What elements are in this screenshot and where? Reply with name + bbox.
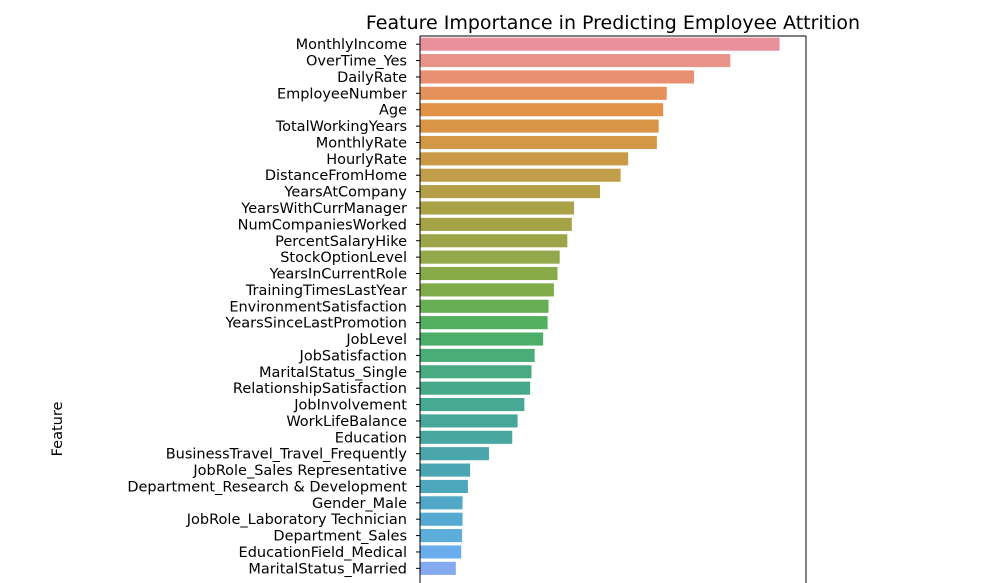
bar (420, 103, 664, 117)
bar (420, 365, 532, 379)
bar (420, 299, 549, 313)
bar (420, 119, 659, 133)
tick-labels-group: MonthlyIncomeOverTime_YesDailyRateEmploy… (127, 37, 420, 577)
tick-label: JobRole_Sales Representative (192, 463, 407, 479)
bar (420, 381, 531, 395)
bar (420, 217, 572, 231)
bar (420, 332, 544, 346)
tick-label: JobLevel (345, 332, 407, 348)
tick-label: EmployeeNumber (277, 86, 407, 102)
tick-label: Age (379, 103, 407, 119)
bar (420, 316, 548, 330)
tick-label: MaritalStatus_Single (259, 365, 407, 381)
tick-label: HourlyRate (326, 152, 407, 168)
bar (420, 545, 462, 559)
bar (420, 168, 621, 182)
bar (420, 201, 575, 215)
bar (420, 266, 558, 281)
tick-label: MonthlyIncome (296, 37, 407, 53)
bar (420, 463, 471, 477)
tick-label: JobSatisfaction (299, 348, 407, 364)
tick-label: YearsWithCurrManager (240, 201, 407, 217)
bar (420, 512, 463, 526)
tick-label: TrainingTimesLastYear (245, 283, 407, 299)
bar (420, 234, 568, 248)
bar (420, 37, 780, 51)
chart-title: Feature Importance in Predicting Employe… (366, 12, 860, 34)
tick-label: WorkLifeBalance (286, 414, 407, 430)
bar (420, 447, 489, 461)
tick-label: Education (335, 430, 407, 446)
tick-label: MonthlyRate (316, 135, 407, 151)
tick-label: JobRole_Laboratory Technician (186, 512, 407, 528)
tick-label: EducationField_Medical (239, 545, 407, 561)
tick-label: PercentSalaryHike (275, 234, 407, 250)
bar (420, 70, 695, 84)
tick-label: YearsInCurrentRole (269, 267, 408, 283)
tick-label: DailyRate (337, 70, 407, 86)
y-axis-label: Feature (50, 402, 66, 457)
tick-label: BusinessTravel_Travel_Frequently (166, 447, 408, 463)
bar (420, 283, 554, 297)
bars-group (420, 37, 780, 575)
bar (420, 414, 518, 428)
tick-label: JobInvolvement (293, 398, 407, 414)
tick-label: MaritalStatus_Married (248, 561, 407, 577)
tick-label: StockOptionLevel (280, 250, 407, 266)
bar (420, 185, 601, 199)
bar (420, 135, 657, 150)
bar (420, 348, 535, 362)
tick-label: DistanceFromHome (265, 168, 407, 184)
tick-label: NumCompaniesWorked (238, 217, 407, 233)
tick-label: Department_Sales (273, 529, 407, 545)
bar (420, 430, 513, 444)
tick-label: OverTime_Yes (306, 54, 407, 70)
tick-label: TotalWorkingYears (275, 119, 407, 135)
bar (420, 561, 456, 575)
tick-label: YearsSinceLastPromotion (224, 316, 407, 332)
tick-label: YearsAtCompany (283, 185, 407, 201)
bar (420, 479, 468, 493)
tick-label: RelationshipSatisfaction (233, 381, 407, 397)
tick-label: Department_Research & Development (127, 479, 407, 495)
tick-label: EnvironmentSatisfaction (229, 299, 407, 315)
bar (420, 152, 629, 166)
bar (420, 398, 525, 412)
tick-label: Gender_Male (312, 496, 407, 512)
bar (420, 86, 667, 100)
bar (420, 54, 731, 68)
bar (420, 529, 463, 543)
bar (420, 250, 560, 264)
bar (420, 496, 463, 510)
